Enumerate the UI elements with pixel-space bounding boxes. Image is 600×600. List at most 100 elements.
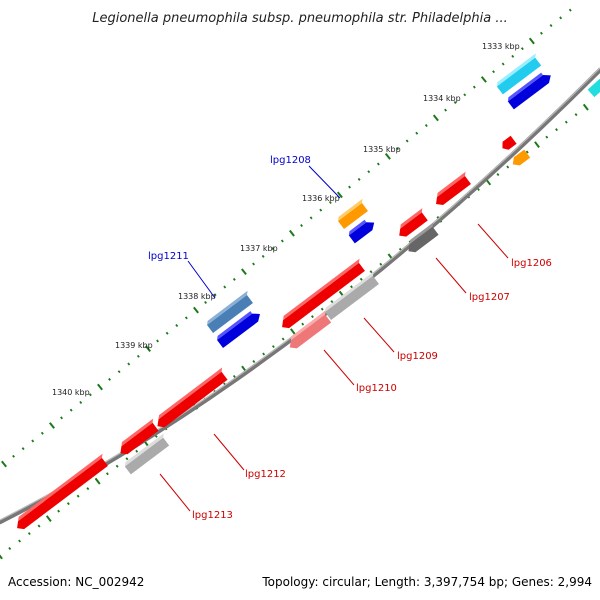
outer-ruler-tick bbox=[79, 400, 83, 404]
outer-ruler-tick bbox=[336, 191, 343, 199]
inner-ruler-tick bbox=[320, 307, 324, 311]
outer-ruler-tick bbox=[559, 16, 563, 20]
outer-ruler-tick bbox=[136, 354, 140, 358]
topology-text: Topology: circular; Length: 3,397,754 bp… bbox=[261, 575, 592, 589]
gene-label-lpg1213[interactable]: lpg1213 bbox=[192, 510, 233, 521]
callout-line-lpg1208 bbox=[308, 165, 341, 199]
outer-ruler-tick bbox=[60, 416, 64, 420]
outer-ruler-tick bbox=[49, 422, 55, 429]
inner-ruler-tick bbox=[252, 360, 256, 364]
ruler-label-1340: 1340 kbp bbox=[52, 388, 90, 397]
outer-ruler-tick bbox=[21, 447, 25, 451]
callout-line-lpg1212 bbox=[213, 433, 245, 471]
outer-ruler-tick bbox=[367, 170, 371, 174]
outer-ruler-tick bbox=[127, 362, 131, 366]
inner-ruler-tick bbox=[564, 120, 568, 124]
inner-ruler-tick bbox=[135, 449, 139, 453]
inner-ruler-tick bbox=[369, 270, 373, 274]
accession-text: Accession: NC_002942 bbox=[8, 575, 144, 589]
outer-ruler-tick bbox=[193, 306, 199, 314]
inner-ruler-tick bbox=[289, 328, 296, 335]
callout-line-lpg1213 bbox=[159, 473, 191, 512]
gene-feature-lpg1207[interactable] bbox=[404, 222, 441, 256]
gene-feature-blue-2[interactable] bbox=[347, 216, 377, 244]
callout-line-lpg1206 bbox=[477, 223, 509, 259]
inner-ruler-tick bbox=[45, 515, 52, 523]
gene-feature-orange-2[interactable] bbox=[510, 149, 531, 169]
outer-ruler-tick bbox=[271, 247, 275, 251]
outer-ruler-tick bbox=[204, 300, 208, 304]
gene-feature-orange-1[interactable] bbox=[336, 198, 370, 230]
outer-ruler-tick bbox=[309, 216, 313, 220]
outer-ruler-tick bbox=[480, 76, 487, 83]
gene-feature-blue-1[interactable] bbox=[506, 69, 554, 110]
outer-ruler-tick bbox=[328, 200, 332, 204]
gene-label-lpg1209[interactable]: lpg1209 bbox=[397, 351, 438, 362]
gene-feature-cyan-2[interactable] bbox=[587, 78, 600, 98]
inner-ruler-tick bbox=[8, 547, 12, 551]
callout-line-lpg1209 bbox=[363, 317, 395, 353]
gene-feature-lpg1213[interactable] bbox=[12, 453, 110, 532]
gene-label-lpg1206[interactable]: lpg1206 bbox=[511, 258, 552, 269]
outer-ruler-tick bbox=[319, 208, 323, 212]
outer-ruler-tick bbox=[1, 460, 7, 468]
gene-label-lpg1211[interactable]: lpg1211 bbox=[148, 251, 189, 262]
outer-ruler-tick bbox=[424, 124, 428, 128]
outer-ruler-tick bbox=[463, 93, 467, 97]
ruler-label-1334: 1334 kbp bbox=[423, 94, 461, 103]
outer-ruler-tick bbox=[261, 254, 265, 258]
gene-feature-steel-1[interactable] bbox=[205, 290, 255, 334]
outer-ruler-tick bbox=[232, 277, 236, 281]
ruler-label-1333: 1333 kbp bbox=[482, 42, 520, 51]
gene-feature-red-small[interactable] bbox=[499, 135, 517, 152]
gene-label-lpg1210[interactable]: lpg1210 bbox=[356, 383, 397, 394]
outer-ruler-tick bbox=[97, 383, 103, 391]
outer-ruler-tick bbox=[453, 100, 457, 104]
outer-ruler-tick bbox=[241, 268, 247, 276]
ruler-label-1337: 1337 kbp bbox=[240, 244, 278, 253]
callout-line-lpg1207 bbox=[435, 257, 467, 294]
gene-feature-lpg1212-gray[interactable] bbox=[123, 433, 172, 475]
inner-ruler-tick bbox=[271, 345, 275, 349]
inner-ruler-tick bbox=[310, 315, 314, 319]
inner-ruler-tick bbox=[94, 477, 101, 485]
outer-ruler-tick bbox=[165, 331, 169, 335]
ruler-label-1336: 1336 kbp bbox=[302, 194, 340, 203]
gene-label-lpg1207[interactable]: lpg1207 bbox=[469, 292, 510, 303]
outer-ruler-tick bbox=[568, 8, 572, 12]
outer-ruler-tick bbox=[223, 285, 227, 289]
gene-feature-red-mid[interactable] bbox=[394, 208, 430, 239]
genome-backbone-highlight bbox=[0, 67, 600, 521]
inner-ruler-tick bbox=[379, 262, 383, 266]
outer-ruler-tick bbox=[31, 439, 35, 443]
gene-feature-lpg1212[interactable] bbox=[116, 418, 161, 458]
outer-ruler-tick bbox=[300, 224, 304, 228]
outer-ruler-tick bbox=[472, 85, 476, 89]
gene-label-lpg1208[interactable]: lpg1208 bbox=[270, 155, 311, 166]
callout-line-lpg1210 bbox=[323, 349, 355, 386]
outer-ruler-tick bbox=[501, 62, 505, 66]
outer-ruler-tick bbox=[348, 185, 351, 189]
outer-ruler-tick bbox=[69, 408, 73, 412]
gene-feature-red-long[interactable] bbox=[153, 367, 230, 431]
gene-feature-blue-3[interactable] bbox=[215, 308, 263, 349]
inner-ruler-tick bbox=[76, 494, 80, 498]
gene-feature-cyan-1[interactable] bbox=[495, 53, 544, 95]
gene-feature-lpg1210[interactable] bbox=[285, 310, 334, 351]
gene-feature-lpg1206[interactable] bbox=[431, 171, 473, 208]
outer-ruler-tick bbox=[289, 229, 295, 237]
outer-ruler-tick bbox=[145, 345, 151, 353]
callout-lines bbox=[159, 165, 509, 512]
gene-label-lpg1212[interactable]: lpg1212 bbox=[245, 469, 286, 480]
outer-ruler-tick bbox=[88, 393, 92, 397]
inner-ruler-tick bbox=[262, 352, 266, 356]
inner-ruler-tick bbox=[232, 374, 236, 378]
outer-ruler-tick bbox=[280, 239, 284, 243]
outer-ruler-tick bbox=[511, 54, 515, 58]
outer-ruler-tick bbox=[156, 339, 160, 343]
inner-ruler-tick bbox=[350, 285, 353, 289]
inner-ruler-tick bbox=[66, 502, 70, 506]
gene-feature-lpg1209[interactable] bbox=[277, 258, 367, 331]
gene-feature-lpg1209-gray[interactable] bbox=[323, 271, 381, 321]
